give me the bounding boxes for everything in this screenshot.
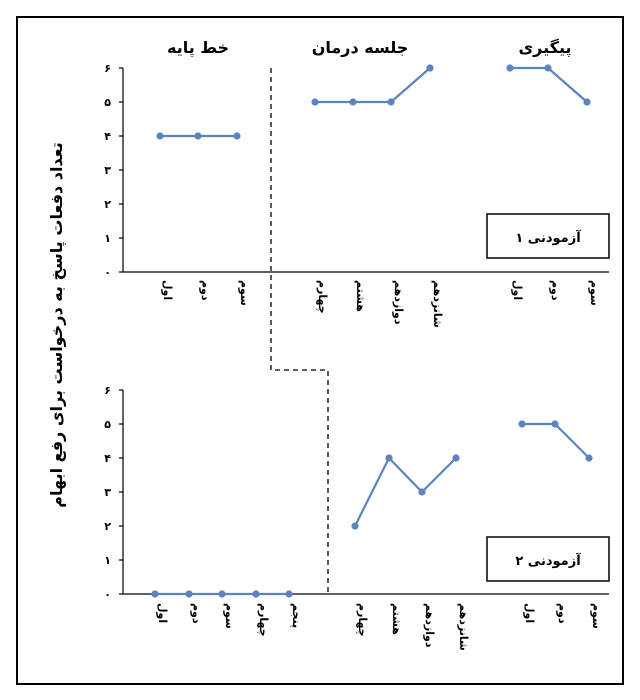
data-point: [551, 420, 559, 428]
x-tick-label: اول: [161, 280, 174, 300]
y-tick-label: ۴: [104, 452, 111, 465]
x-tick-label: سوم: [238, 280, 251, 306]
data-point: [387, 98, 395, 106]
x-tick-label: دوم: [199, 280, 212, 301]
data-point: [194, 132, 202, 140]
y-tick-label: ۶: [104, 62, 111, 75]
y-tick-label: ۱: [104, 554, 111, 567]
panel-2: ۰ ۱ ۲ ۳ ۴ ۵ ۶ اول دوم سوم چهارم پنجم چهارم هشتم دوازده…: [104, 384, 609, 651]
y-tick-label: ۵: [104, 418, 111, 431]
x-tick-label: هشتم: [354, 280, 367, 312]
y-tick-label: ۰: [104, 588, 111, 601]
x-tick-label: اول: [511, 280, 524, 300]
y-tick-label: ۳: [104, 486, 111, 499]
x-tick-label: شانزدهم: [457, 603, 470, 651]
data-point: [156, 132, 164, 140]
y-tick-label: ۵: [104, 96, 111, 109]
data-point: [252, 590, 260, 598]
figure-border: [16, 16, 624, 685]
y-tick-label: ۲: [104, 198, 111, 211]
panel-label-box-2: آزمودنی ۲: [486, 536, 610, 582]
phase-change-line: [270, 68, 329, 592]
data-point: [583, 98, 591, 106]
x-tick-label: چهارم: [316, 280, 329, 314]
x-tick-label: شانزدهم: [431, 280, 444, 328]
x-tick-label: اول: [156, 603, 169, 623]
data-point: [285, 590, 293, 598]
data-point: [518, 420, 526, 428]
data-point: [585, 454, 593, 462]
x-tick-label: هشتم: [390, 603, 403, 635]
x-tick-label: چهارم: [257, 603, 270, 637]
x-tick-label: سوم: [223, 603, 236, 629]
y-tick-label: ۴: [104, 130, 111, 143]
series-line-treatment: [354, 456, 457, 527]
panel-label-box-1: آزمودنی ۱: [486, 213, 610, 259]
data-point: [385, 454, 393, 462]
panel-label-1: آزمودنی ۱: [515, 229, 581, 246]
data-point: [418, 488, 426, 496]
data-point: [233, 132, 241, 140]
x-tick-label: پنجم: [290, 603, 303, 628]
x-tick-label: دوازدهم: [423, 603, 436, 648]
x-tick-label: چهارم: [356, 603, 369, 637]
y-axis-title: تعداد دفعات پاسخ به درخواست برای رفع ابه…: [47, 142, 67, 507]
data-point: [544, 64, 552, 72]
data-point: [452, 454, 460, 462]
data-point: [311, 98, 319, 106]
x-tick-label: دوم: [556, 603, 569, 624]
x-tick-label: سوم: [590, 603, 603, 629]
data-point: [351, 522, 359, 530]
data-point: [426, 64, 434, 72]
data-point: [185, 590, 193, 598]
data-point: [506, 64, 514, 72]
x-tick-label: سوم: [588, 280, 601, 306]
phase-title-treatment: جلسه درمان: [312, 38, 409, 57]
panel-label-2: آزمودنی ۲: [515, 552, 581, 569]
chart-panels: ۰ ۱ ۲ ۳ ۴ ۵ ۶ اول دوم سوم چهارم هشتم دوازدهم شانزدهم ا…: [104, 62, 609, 651]
x-tick-label: دوم: [549, 280, 562, 301]
y-tick-label: ۱: [104, 232, 111, 245]
x-tick-label: دوازدهم: [392, 280, 405, 325]
data-point: [218, 590, 226, 598]
y-tick-label: ۲: [104, 520, 111, 533]
panel-1: ۰ ۱ ۲ ۳ ۴ ۵ ۶ اول دوم سوم چهارم هشتم دوازدهم شانزدهم ا…: [104, 62, 609, 328]
phase-title-baseline: خط پایه: [167, 38, 229, 58]
x-tick-label: اول: [523, 603, 536, 623]
y-tick-label: ۰: [104, 266, 111, 279]
y-tick-label: ۶: [104, 384, 111, 397]
data-point: [349, 98, 357, 106]
series-line-treatment: [315, 67, 431, 104]
x-tick-label: دوم: [190, 603, 203, 624]
data-point: [151, 590, 159, 598]
phase-title-followup: پیگیری: [519, 38, 572, 58]
y-tick-label: ۳: [104, 164, 111, 177]
